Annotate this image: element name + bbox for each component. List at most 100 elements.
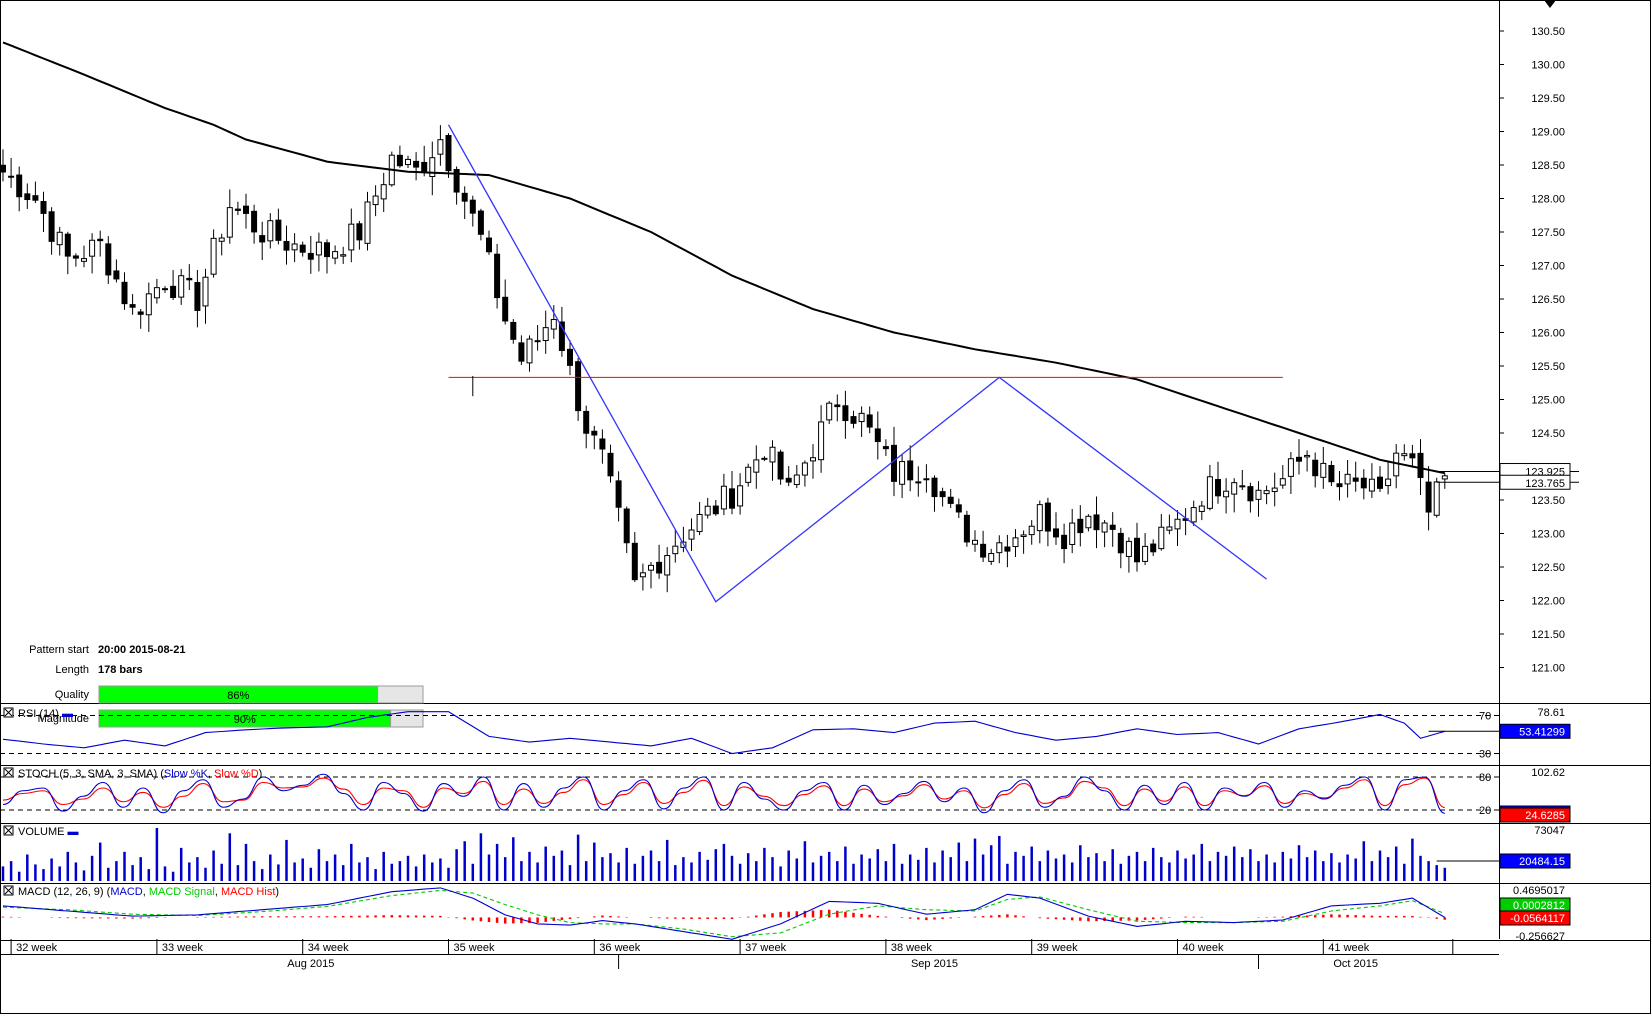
candle-up[interactable] <box>899 461 906 485</box>
candle-down[interactable] <box>1061 534 1068 550</box>
candle-up[interactable] <box>1028 525 1035 536</box>
candle-up[interactable] <box>340 254 347 257</box>
candle-down[interactable] <box>1117 532 1124 554</box>
candle-down[interactable] <box>850 416 857 424</box>
candle-up[interactable] <box>380 184 387 200</box>
candle-up[interactable] <box>1166 526 1173 531</box>
candle-up[interactable] <box>793 474 800 486</box>
candle-up[interactable] <box>226 207 233 238</box>
candle-down[interactable] <box>1377 476 1383 489</box>
candle-up[interactable] <box>1433 481 1440 516</box>
candle-down[interactable] <box>486 237 492 253</box>
candle-up[interactable] <box>1279 478 1286 486</box>
candle-down[interactable] <box>1044 502 1051 532</box>
candle-down[interactable] <box>777 451 784 480</box>
candle-up[interactable] <box>437 139 444 155</box>
candle-down[interactable] <box>413 160 420 168</box>
candle-up[interactable] <box>550 319 557 330</box>
candle-up[interactable] <box>178 275 185 298</box>
candle-down[interactable] <box>453 168 460 193</box>
candle-up[interactable] <box>1344 473 1351 485</box>
candle-up[interactable] <box>202 276 209 307</box>
candle-down[interactable] <box>591 430 598 436</box>
candle-up[interactable] <box>1239 485 1246 488</box>
candle-up[interactable] <box>1255 489 1262 500</box>
candle-up[interactable] <box>810 457 816 462</box>
candle-down[interactable] <box>939 491 946 498</box>
candle-down[interactable] <box>915 481 922 484</box>
candle-up[interactable] <box>56 231 63 246</box>
candle-up[interactable] <box>81 258 87 262</box>
candle-up[interactable] <box>639 572 646 578</box>
candle-up[interactable] <box>704 505 711 516</box>
candle-up[interactable] <box>1101 522 1108 533</box>
candle-down[interactable] <box>923 478 930 481</box>
candle-down[interactable] <box>40 201 47 214</box>
candle-down[interactable] <box>1296 456 1302 462</box>
candle-down[interactable] <box>307 252 314 260</box>
candle-down[interactable] <box>1134 537 1140 563</box>
candle-down[interactable] <box>186 277 193 281</box>
candle-down[interactable] <box>656 561 663 574</box>
candle-down[interactable] <box>842 405 849 422</box>
candle-down[interactable] <box>64 233 71 257</box>
candle-down[interactable] <box>396 154 403 167</box>
candle-down[interactable] <box>502 296 509 322</box>
candle-down[interactable] <box>469 199 476 214</box>
candle-down[interactable] <box>8 175 15 178</box>
candle-down[interactable] <box>194 282 201 311</box>
candle-up[interactable] <box>1174 518 1181 530</box>
candle-down[interactable] <box>1336 483 1343 488</box>
candle-up[interactable] <box>1368 478 1375 492</box>
candle-down[interactable] <box>234 208 241 211</box>
candle-up[interactable] <box>218 237 225 242</box>
candle-down[interactable] <box>0 164 6 173</box>
candle-down[interactable] <box>761 457 768 460</box>
candle-up[interactable] <box>429 157 436 178</box>
candle-down[interactable] <box>48 211 55 242</box>
candle-down[interactable] <box>494 253 501 299</box>
candle-up[interactable] <box>1320 462 1327 478</box>
candle-down[interactable] <box>299 244 306 253</box>
candle-up[interactable] <box>826 402 833 421</box>
candle-down[interactable] <box>947 496 954 504</box>
candle-up[interactable] <box>348 223 355 251</box>
candle-down[interactable] <box>324 242 330 258</box>
candle-up[interactable] <box>1158 526 1165 550</box>
candle-down[interactable] <box>882 446 889 450</box>
candle-up[interactable] <box>737 485 744 507</box>
candle-down[interactable] <box>129 304 136 308</box>
candle-down[interactable] <box>874 428 881 443</box>
candle-up[interactable] <box>145 293 152 316</box>
candle-up[interactable] <box>315 241 322 256</box>
candle-down[interactable] <box>137 311 144 315</box>
candle-up[interactable] <box>972 539 978 545</box>
candle-down[interactable] <box>1425 481 1432 513</box>
candle-up[interactable] <box>1263 490 1270 495</box>
candle-up[interactable] <box>753 459 760 473</box>
candle-up[interactable] <box>996 542 1003 554</box>
candle-up[interactable] <box>1012 537 1019 548</box>
candle-down[interactable] <box>251 210 258 233</box>
candle-up[interactable] <box>153 287 160 299</box>
candle-up[interactable] <box>745 466 752 483</box>
candle-down[interactable] <box>105 243 112 276</box>
candle-up[interactable] <box>1441 475 1448 480</box>
candle-up[interactable] <box>542 327 549 342</box>
candle-up[interactable] <box>291 243 298 251</box>
candle-down[interactable] <box>445 135 452 172</box>
candle-down[interactable] <box>1215 479 1221 497</box>
candle-down[interactable] <box>785 477 792 483</box>
candle-down[interactable] <box>1328 464 1335 483</box>
candle-up[interactable] <box>210 237 217 275</box>
candle-down[interactable] <box>712 505 719 515</box>
candle-down[interactable] <box>421 161 428 173</box>
candle-up[interactable] <box>332 251 339 259</box>
candle-down[interactable] <box>931 477 938 498</box>
candle-down[interactable] <box>1150 543 1157 553</box>
candle-down[interactable] <box>615 480 622 508</box>
candle-down[interactable] <box>1077 518 1084 534</box>
candle-down[interactable] <box>1053 528 1059 538</box>
candle-up[interactable] <box>858 412 865 423</box>
